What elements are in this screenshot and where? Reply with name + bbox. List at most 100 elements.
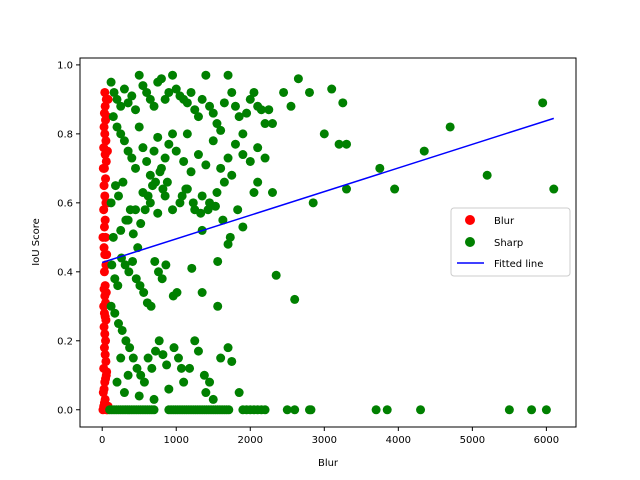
sharp-point: [112, 94, 122, 104]
sharp-point: [290, 405, 300, 415]
legend: Blur Sharp Fitted line: [450, 207, 571, 277]
sharp-point: [127, 91, 137, 101]
y-tick-label: 0.6: [57, 198, 73, 209]
sharp-point: [138, 81, 148, 91]
sharp-point: [213, 256, 223, 266]
sharp-point: [238, 222, 248, 232]
sharp-point: [157, 274, 167, 284]
sharp-point: [149, 101, 159, 111]
sharp-point: [196, 208, 206, 218]
fit-layer: [101, 117, 555, 264]
sharp-point: [171, 84, 181, 94]
blur-point: [99, 384, 109, 394]
sharp-point: [168, 70, 178, 80]
x-tick-label: 3000: [312, 435, 337, 446]
sharp-point: [538, 98, 548, 108]
blur-point: [99, 122, 109, 132]
legend-label-blur: Blur: [494, 216, 515, 227]
x-axis-label: Blur: [318, 458, 339, 469]
blur-point: [101, 174, 111, 184]
sharp-point: [527, 405, 537, 415]
sharp-point: [175, 198, 185, 208]
sharp-point: [119, 388, 129, 398]
sharp-point: [156, 74, 166, 84]
sharp-point: [160, 153, 170, 163]
sharp-point: [172, 288, 182, 297]
sharp-point: [158, 350, 168, 360]
sharp-point: [308, 198, 318, 208]
sharp-point: [216, 125, 226, 135]
sharp-point: [149, 394, 159, 404]
sharp-point: [227, 356, 237, 366]
sharp-point: [210, 201, 220, 211]
sharp-point: [212, 119, 222, 129]
sharp-point: [162, 360, 172, 370]
sharp-point: [203, 205, 213, 215]
sharp-point: [197, 94, 207, 104]
sharp-point: [190, 336, 200, 346]
sharp-point: [132, 363, 142, 373]
sharp-point: [143, 353, 153, 363]
sharp-point: [176, 363, 186, 373]
sharp-point: [208, 394, 218, 404]
sharp-point: [116, 129, 126, 139]
sharp-point: [182, 98, 192, 108]
blur-point: [102, 250, 112, 260]
sharp-point: [119, 84, 129, 94]
sharp-point: [416, 405, 426, 415]
sharp-point: [110, 274, 120, 284]
sharp-point: [216, 163, 226, 173]
sharp-point: [125, 343, 135, 353]
sharp-point: [227, 87, 237, 97]
sharp-point: [111, 181, 121, 191]
blur-point: [99, 222, 109, 232]
sharp-point: [169, 343, 179, 353]
sharp-point: [419, 146, 429, 156]
sharp-point: [116, 225, 126, 235]
sharp-point: [128, 229, 138, 239]
sharp-point: [227, 170, 237, 180]
sharp-point: [107, 260, 117, 270]
sharp-point: [260, 405, 270, 415]
sharp-point: [142, 87, 152, 97]
sharp-point: [327, 84, 337, 94]
blur-point: [103, 94, 113, 104]
sharp-point: [153, 267, 163, 277]
blur-point: [101, 356, 111, 366]
sharp-point: [153, 132, 163, 142]
sharp-point: [193, 150, 203, 160]
sharp-point: [145, 94, 155, 104]
sharp-point: [164, 87, 174, 97]
sharp-point: [304, 87, 314, 97]
sharp-point: [208, 136, 218, 146]
sharp-point: [114, 319, 123, 329]
sharp-point: [173, 353, 183, 363]
sharp-point: [154, 336, 164, 346]
blur-point: [102, 112, 112, 122]
sharp-point: [106, 77, 116, 87]
sharp-point: [162, 177, 172, 187]
sharp-point: [256, 105, 266, 115]
sharp-point: [110, 308, 120, 318]
sharp-point: [134, 122, 144, 132]
sharp-point: [504, 405, 514, 415]
y-tick-label: 0.0: [57, 405, 73, 416]
sharp-point: [127, 153, 137, 163]
sharp-point: [242, 108, 252, 118]
y-tick-label: 0.4: [57, 267, 73, 278]
sharp-point: [136, 370, 146, 380]
sharp-point: [225, 232, 235, 242]
sharp-point: [233, 205, 243, 215]
sharp-point: [342, 139, 352, 149]
blur-point: [99, 308, 109, 318]
sharp-point: [108, 112, 118, 122]
sharp-point: [131, 274, 141, 284]
sharp-point: [131, 105, 141, 115]
x-axis: 0 1000 2000 3000 4000 5000 6000: [99, 427, 559, 446]
plot-points: [98, 70, 559, 415]
sharp-point: [245, 156, 255, 166]
y-axis: 0.0 0.2 0.4 0.6 0.8 1.0: [57, 60, 80, 416]
sharp-point: [390, 184, 400, 194]
sharp-point: [223, 343, 233, 353]
sharp-point: [121, 215, 131, 225]
